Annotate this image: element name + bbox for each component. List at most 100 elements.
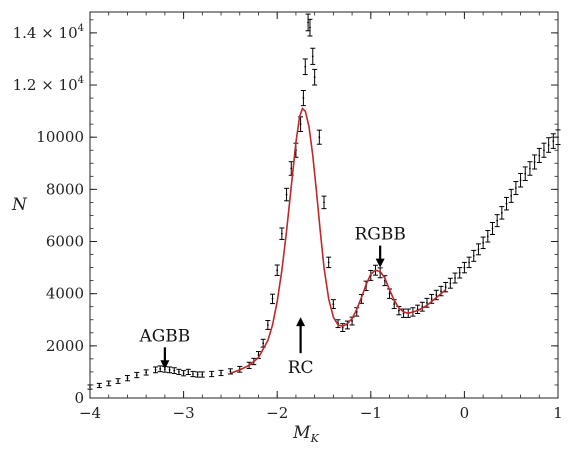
data-point <box>494 214 500 228</box>
y-tick-label-1: 2000 <box>46 337 84 355</box>
data-point <box>466 256 472 269</box>
y-tick-label-exp-7: 4 <box>78 23 84 34</box>
annotation-arrow-head <box>375 258 385 268</box>
y-tick-label-6: 1.2 × 104 <box>13 75 84 94</box>
annotation-label-rgbb: RGBB <box>354 225 405 245</box>
data-point <box>134 371 140 379</box>
x-tick-label-4: 0 <box>460 404 470 422</box>
annotation-arrow-head <box>160 360 170 370</box>
x-axis-label: MK <box>292 423 319 445</box>
data-point <box>284 187 290 202</box>
data-point <box>298 116 304 132</box>
data-point <box>300 90 306 107</box>
data-point <box>106 380 112 387</box>
axis-ticks: −4 −3 −2 −1 0 1 0 2000 4000 6000 8000 10000 1.2 × 10… <box>13 12 563 422</box>
data-point <box>124 375 130 382</box>
data-point <box>96 382 102 389</box>
data-point <box>176 368 182 376</box>
data-point <box>279 227 285 240</box>
data-point <box>199 371 205 378</box>
x-tick-label-5: 1 <box>553 404 563 422</box>
y-tick-label-exp-6: 4 <box>78 75 84 86</box>
data-point <box>209 370 215 378</box>
x-axis-label-sub: K <box>310 432 320 445</box>
data-point <box>195 371 201 378</box>
data-point <box>312 68 318 86</box>
data-point <box>401 308 407 318</box>
data-point <box>115 378 121 384</box>
data-point <box>461 261 467 274</box>
data-point <box>550 133 556 149</box>
data-point <box>185 368 191 376</box>
data-point <box>536 147 542 163</box>
data-point <box>532 154 538 170</box>
data-point <box>541 142 547 158</box>
data-point <box>310 47 316 65</box>
data-point <box>480 236 486 250</box>
annotation-label-agbb: AGBB <box>138 326 190 346</box>
plot-content <box>87 13 561 390</box>
data-point <box>307 18 313 37</box>
y-tick-label-2: 4000 <box>46 285 84 303</box>
data-point <box>508 188 514 203</box>
data-point <box>415 304 421 314</box>
data-point <box>274 264 280 276</box>
data-point <box>153 366 159 374</box>
data-point <box>471 249 477 262</box>
y-tick-label-3: 6000 <box>46 233 84 251</box>
x-tick-label-2: −2 <box>266 404 288 422</box>
data-point <box>452 272 458 284</box>
y-axis-label: N <box>11 195 28 215</box>
data-point <box>171 367 177 374</box>
data-point <box>489 221 495 235</box>
y-tick-label-base-6: 1.2 × 10 <box>13 76 78 94</box>
data-point <box>354 307 360 317</box>
data-point <box>143 369 149 376</box>
data-point <box>302 58 308 76</box>
data-point <box>527 161 533 176</box>
data-point <box>218 369 224 377</box>
annotations: AGBB RC RGBB <box>138 225 405 379</box>
y-tick-label-0: 0 <box>74 389 84 407</box>
data-point <box>475 243 481 256</box>
y-tick-label-base-7: 1.4 × 10 <box>13 24 78 42</box>
data-point <box>438 285 444 297</box>
data-point <box>167 366 173 374</box>
data-point <box>265 320 271 330</box>
data-point <box>326 256 332 269</box>
fit-line <box>230 107 447 374</box>
data-point <box>270 293 276 305</box>
data-point <box>499 206 505 220</box>
x-tick-label-3: −1 <box>360 404 382 422</box>
annotation-rgbb: RGBB <box>354 225 406 268</box>
annotation-label-rc: RC <box>288 358 314 378</box>
data-point <box>227 368 233 375</box>
data-point <box>321 195 327 210</box>
annotation-rc: RC <box>288 317 314 378</box>
y-tick-label-4: 8000 <box>46 180 84 198</box>
data-point <box>316 129 322 145</box>
y-tick-label-7: 1.4 × 104 <box>13 23 84 42</box>
data-point <box>288 161 294 176</box>
data-point <box>457 267 463 279</box>
annotation-arrow-head <box>296 317 306 327</box>
data-point <box>546 137 552 153</box>
data-point <box>330 299 336 310</box>
x-axis-label-main: M <box>292 423 311 443</box>
data-point <box>513 181 519 196</box>
data-point <box>181 370 187 377</box>
data-point <box>419 301 425 312</box>
data-point <box>485 230 491 243</box>
data-point <box>504 196 510 211</box>
annotation-agbb: AGBB <box>138 326 190 370</box>
plot-frame <box>89 11 559 399</box>
data-point <box>518 172 524 188</box>
data-point <box>340 323 346 332</box>
x-tick-label-0: −4 <box>79 404 101 422</box>
data-point <box>447 277 453 289</box>
data-point <box>190 370 196 378</box>
data-point <box>522 166 528 181</box>
x-tick-label-1: −3 <box>173 404 195 422</box>
y-tick-label-5: 10000 <box>36 128 84 146</box>
